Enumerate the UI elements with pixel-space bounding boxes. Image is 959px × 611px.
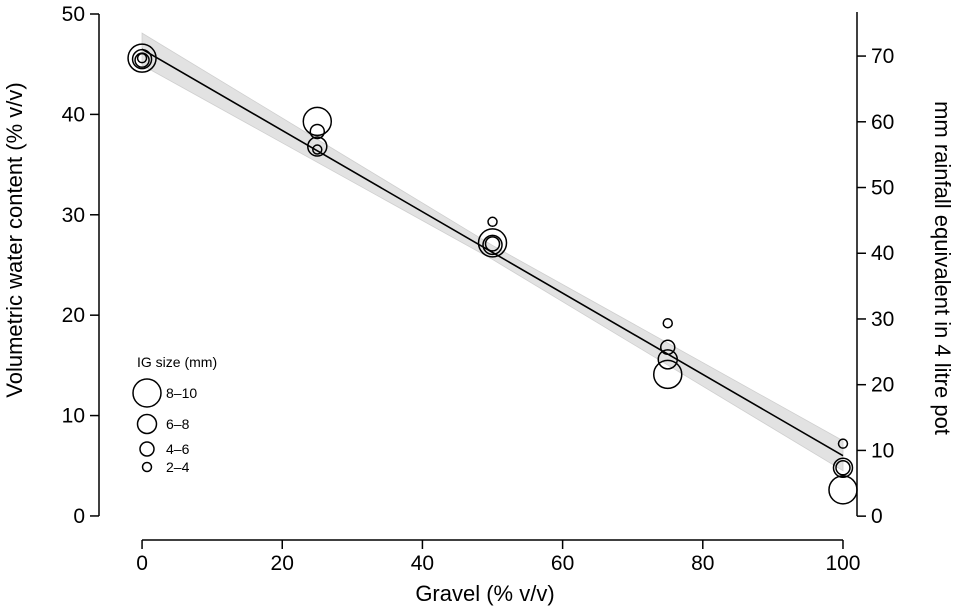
data-point: [662, 317, 673, 329]
y2-tick-label: 40: [871, 242, 894, 265]
data-point: [477, 228, 508, 258]
y2-tick-label: 20: [871, 374, 894, 397]
y-tick-label: 0: [73, 505, 85, 528]
legend-marker: [132, 378, 162, 408]
x-tick-label: 80: [691, 552, 714, 575]
legend-title: IG size (mm): [137, 354, 217, 370]
legend-label: 6–8: [166, 416, 190, 432]
legend-label: 4–6: [166, 441, 190, 457]
y2-tick-label: 60: [871, 111, 894, 134]
x-tick-label: 40: [411, 552, 434, 575]
data-point: [309, 123, 326, 140]
legend-marker: [139, 441, 155, 457]
data-point: [484, 236, 501, 252]
data-point: [487, 216, 498, 228]
y2-tick-label: 10: [871, 439, 894, 462]
data-point: [127, 43, 157, 73]
data-point: [482, 234, 503, 256]
fit-line-layer: [141, 48, 844, 457]
data-point: [302, 106, 333, 137]
y-tick-label: 20: [62, 304, 85, 327]
data-point: [653, 359, 683, 390]
data-point: [828, 475, 858, 505]
data-point: [835, 460, 851, 476]
y-tick-label: 40: [62, 103, 85, 126]
axes-layer: 0 20 40 60 80 100 0 10 20 30 40 50 0 10 20 30 40 50 60 70: [62, 3, 895, 575]
y2-tick-label: 70: [871, 45, 894, 68]
data-point: [136, 52, 148, 64]
y-tick-label: 30: [62, 204, 85, 227]
data-point: [312, 144, 323, 155]
x-tick-label: 20: [271, 552, 294, 575]
data-point: [837, 438, 849, 449]
x-axis-title: Gravel (% v/v): [415, 581, 554, 606]
y2-tick-label: 0: [871, 505, 883, 528]
data-point: [832, 457, 854, 479]
y2-tick-label: 50: [871, 177, 894, 200]
x-tick-label: 100: [825, 552, 860, 575]
y2-axis-title: mm rainfall equivalent in 4 litre pot: [930, 101, 955, 435]
x-tick-label: 0: [136, 552, 148, 575]
y2-tick-label: 30: [871, 308, 894, 331]
y-axis-title: Volumetric water content (% v/v): [2, 82, 27, 397]
fit-line: [141, 48, 844, 457]
legend-marker: [141, 461, 153, 473]
legend: IG size (mm) 8–10 6–8 4–6 2–4: [132, 354, 217, 475]
data-point: [307, 136, 328, 157]
data-point: [660, 339, 676, 356]
y-tick-label: 10: [62, 405, 85, 428]
legend-label: 2–4: [166, 459, 190, 475]
data-point: [131, 48, 153, 70]
y-tick-label: 50: [62, 3, 85, 26]
x-tick-label: 60: [551, 552, 574, 575]
legend-label: 8–10: [166, 385, 197, 401]
data-points-layer: [127, 43, 858, 505]
legend-marker: [136, 413, 158, 435]
data-point: [657, 349, 678, 370]
